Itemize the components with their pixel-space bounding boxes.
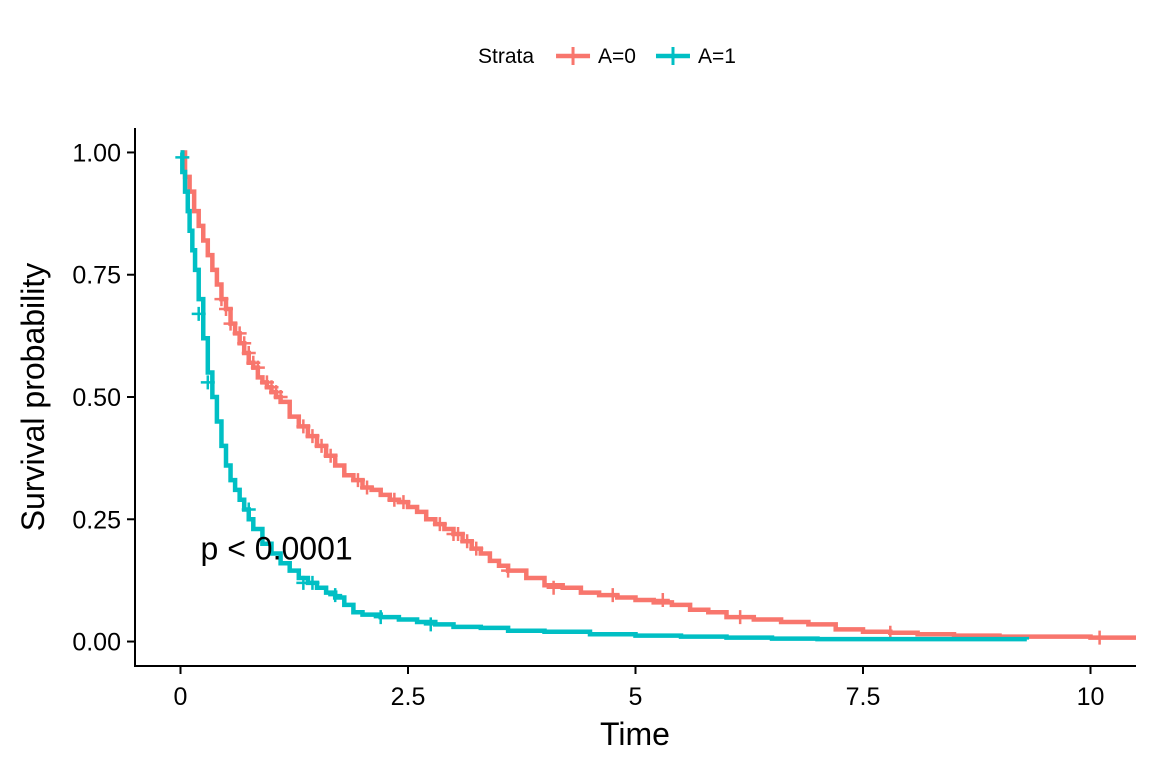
censor-mark — [328, 588, 343, 603]
y-tick-label: 0.75 — [72, 262, 121, 290]
x-tick-label: 5 — [629, 683, 643, 711]
censor-mark — [191, 306, 206, 321]
censor-mark — [200, 375, 215, 390]
axes: 0 2.5 5 7.5 10 0.00 0.25 0.50 0.75 1.00 — [72, 128, 1136, 711]
censor-mark — [451, 526, 466, 541]
x-axis-title: Time — [600, 716, 670, 752]
censor-mark — [175, 150, 190, 165]
x-tick-label: 10 — [1077, 683, 1105, 711]
y-tick-label: 0.50 — [72, 384, 121, 412]
censor-mark — [214, 292, 229, 307]
censor-mark — [546, 580, 561, 595]
censor-mark — [460, 534, 475, 549]
censor-mark — [323, 448, 338, 463]
censor-mark — [232, 326, 247, 341]
censor-mark — [219, 301, 233, 316]
censor-mark — [605, 588, 620, 603]
censor-mark — [241, 345, 256, 360]
y-tick-label: 0.00 — [72, 629, 121, 657]
censor-mark — [469, 541, 484, 556]
x-tick-label: 0 — [174, 683, 188, 711]
plot-series — [175, 150, 1136, 645]
censor-mark — [387, 492, 402, 507]
legend-label-A=0: A=0 — [598, 45, 636, 68]
censor-mark — [250, 360, 265, 375]
y-tick-label: 1.00 — [72, 139, 121, 167]
x-tick-label: 7.5 — [846, 683, 881, 711]
censor-mark — [396, 495, 411, 510]
censor-mark — [1092, 630, 1107, 645]
censor-mark — [273, 390, 288, 404]
legend-label-A=1: A=1 — [698, 45, 736, 68]
censor-mark — [432, 517, 447, 532]
censor-mark — [373, 610, 388, 625]
censor-mark — [237, 336, 252, 351]
censor-mark — [314, 438, 329, 453]
censor-mark — [423, 617, 438, 632]
legend-title: Strata — [478, 45, 534, 68]
censor-mark — [241, 502, 256, 517]
x-tick-label: 2.5 — [391, 683, 426, 711]
censor-mark — [733, 610, 748, 625]
censor-mark — [350, 473, 365, 488]
series-line-A=1 — [180, 150, 1030, 642]
censor-mark — [305, 575, 320, 590]
p-value-annotation: p < 0.0001 — [201, 531, 353, 567]
censor-mark — [305, 429, 320, 444]
y-tick-label: 0.25 — [72, 506, 121, 534]
censor-mark — [296, 419, 311, 434]
censor-mark — [360, 480, 375, 495]
censor-mark — [655, 592, 670, 607]
y-axis-title: Survival probability — [15, 263, 51, 532]
censor-mark — [501, 563, 516, 578]
legend: Strata A=0 A=1 — [478, 45, 736, 68]
censor-mark — [223, 316, 238, 331]
